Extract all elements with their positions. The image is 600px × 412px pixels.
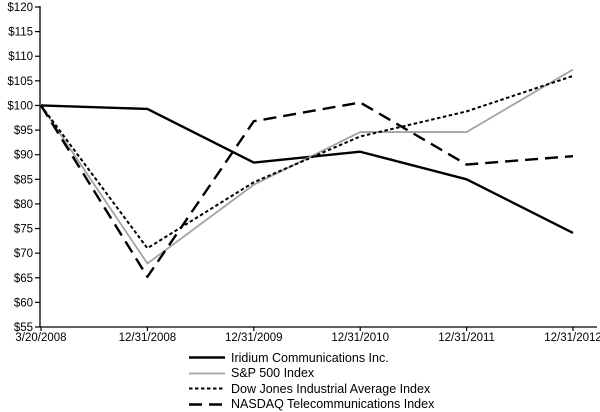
legend-label-nasdaq-telecom: NASDAQ Telecommunications Index	[231, 397, 435, 412]
legend-item-iridium: Iridium Communications Inc.	[188, 350, 434, 366]
y-axis-label: $75	[14, 224, 33, 236]
legend-item-dow-jones: Dow Jones Industrial Average Index	[188, 381, 434, 397]
y-axis-label: $95	[14, 125, 33, 137]
x-axis-label: 12/31/2010	[331, 332, 389, 344]
y-axis-label: $90	[14, 150, 33, 162]
x-axis-label: 12/31/2009	[225, 332, 283, 344]
legend-line-nasdaq-telecom	[189, 403, 225, 406]
y-axis-label: $105	[7, 76, 33, 88]
x-axis-label: 12/31/2011	[438, 332, 495, 344]
y-axis-label: $110	[8, 51, 33, 63]
y-axis-label: $55	[14, 322, 33, 334]
y-axis-label: $70	[14, 248, 33, 260]
x-axis-label: 12/31/2012	[544, 332, 600, 344]
legend-line-dow-jones	[189, 387, 225, 390]
legend-label-dow-jones: Dow Jones Industrial Average Index	[231, 381, 431, 396]
y-axis-label: $115	[8, 27, 33, 39]
legend-label-sp500: S&P 500 Index	[231, 366, 315, 381]
series-line-3	[39, 101, 574, 278]
y-axis-label: $120	[7, 2, 33, 14]
series-line-2	[40, 74, 574, 250]
y-axis-label: $100	[7, 100, 33, 112]
chart-legend: Iridium Communications Inc. S&P 500 Inde…	[188, 350, 434, 412]
legend-line-iridium	[189, 356, 225, 359]
y-axis-label: $85	[14, 174, 33, 186]
y-axis-label: $65	[14, 273, 33, 285]
x-axis-label: 12/31/2008	[119, 332, 177, 344]
legend-item-sp500: S&P 500 Index	[188, 366, 434, 382]
y-axis-label: $80	[14, 199, 33, 211]
legend-line-sp500	[189, 372, 225, 375]
legend-item-nasdaq-telecom: NASDAQ Telecommunications Index	[188, 397, 434, 412]
chart-canvas: $120 $115 $110 $105 $100 $95 $90 $85 $80 $75 $70 $6…	[7, 2, 600, 344]
y-axis-label: $60	[14, 297, 33, 309]
series-line-0	[40, 104, 574, 235]
x-axis-label: 3/20/2008	[15, 332, 66, 344]
legend-label-iridium: Iridium Communications Inc.	[231, 350, 389, 365]
